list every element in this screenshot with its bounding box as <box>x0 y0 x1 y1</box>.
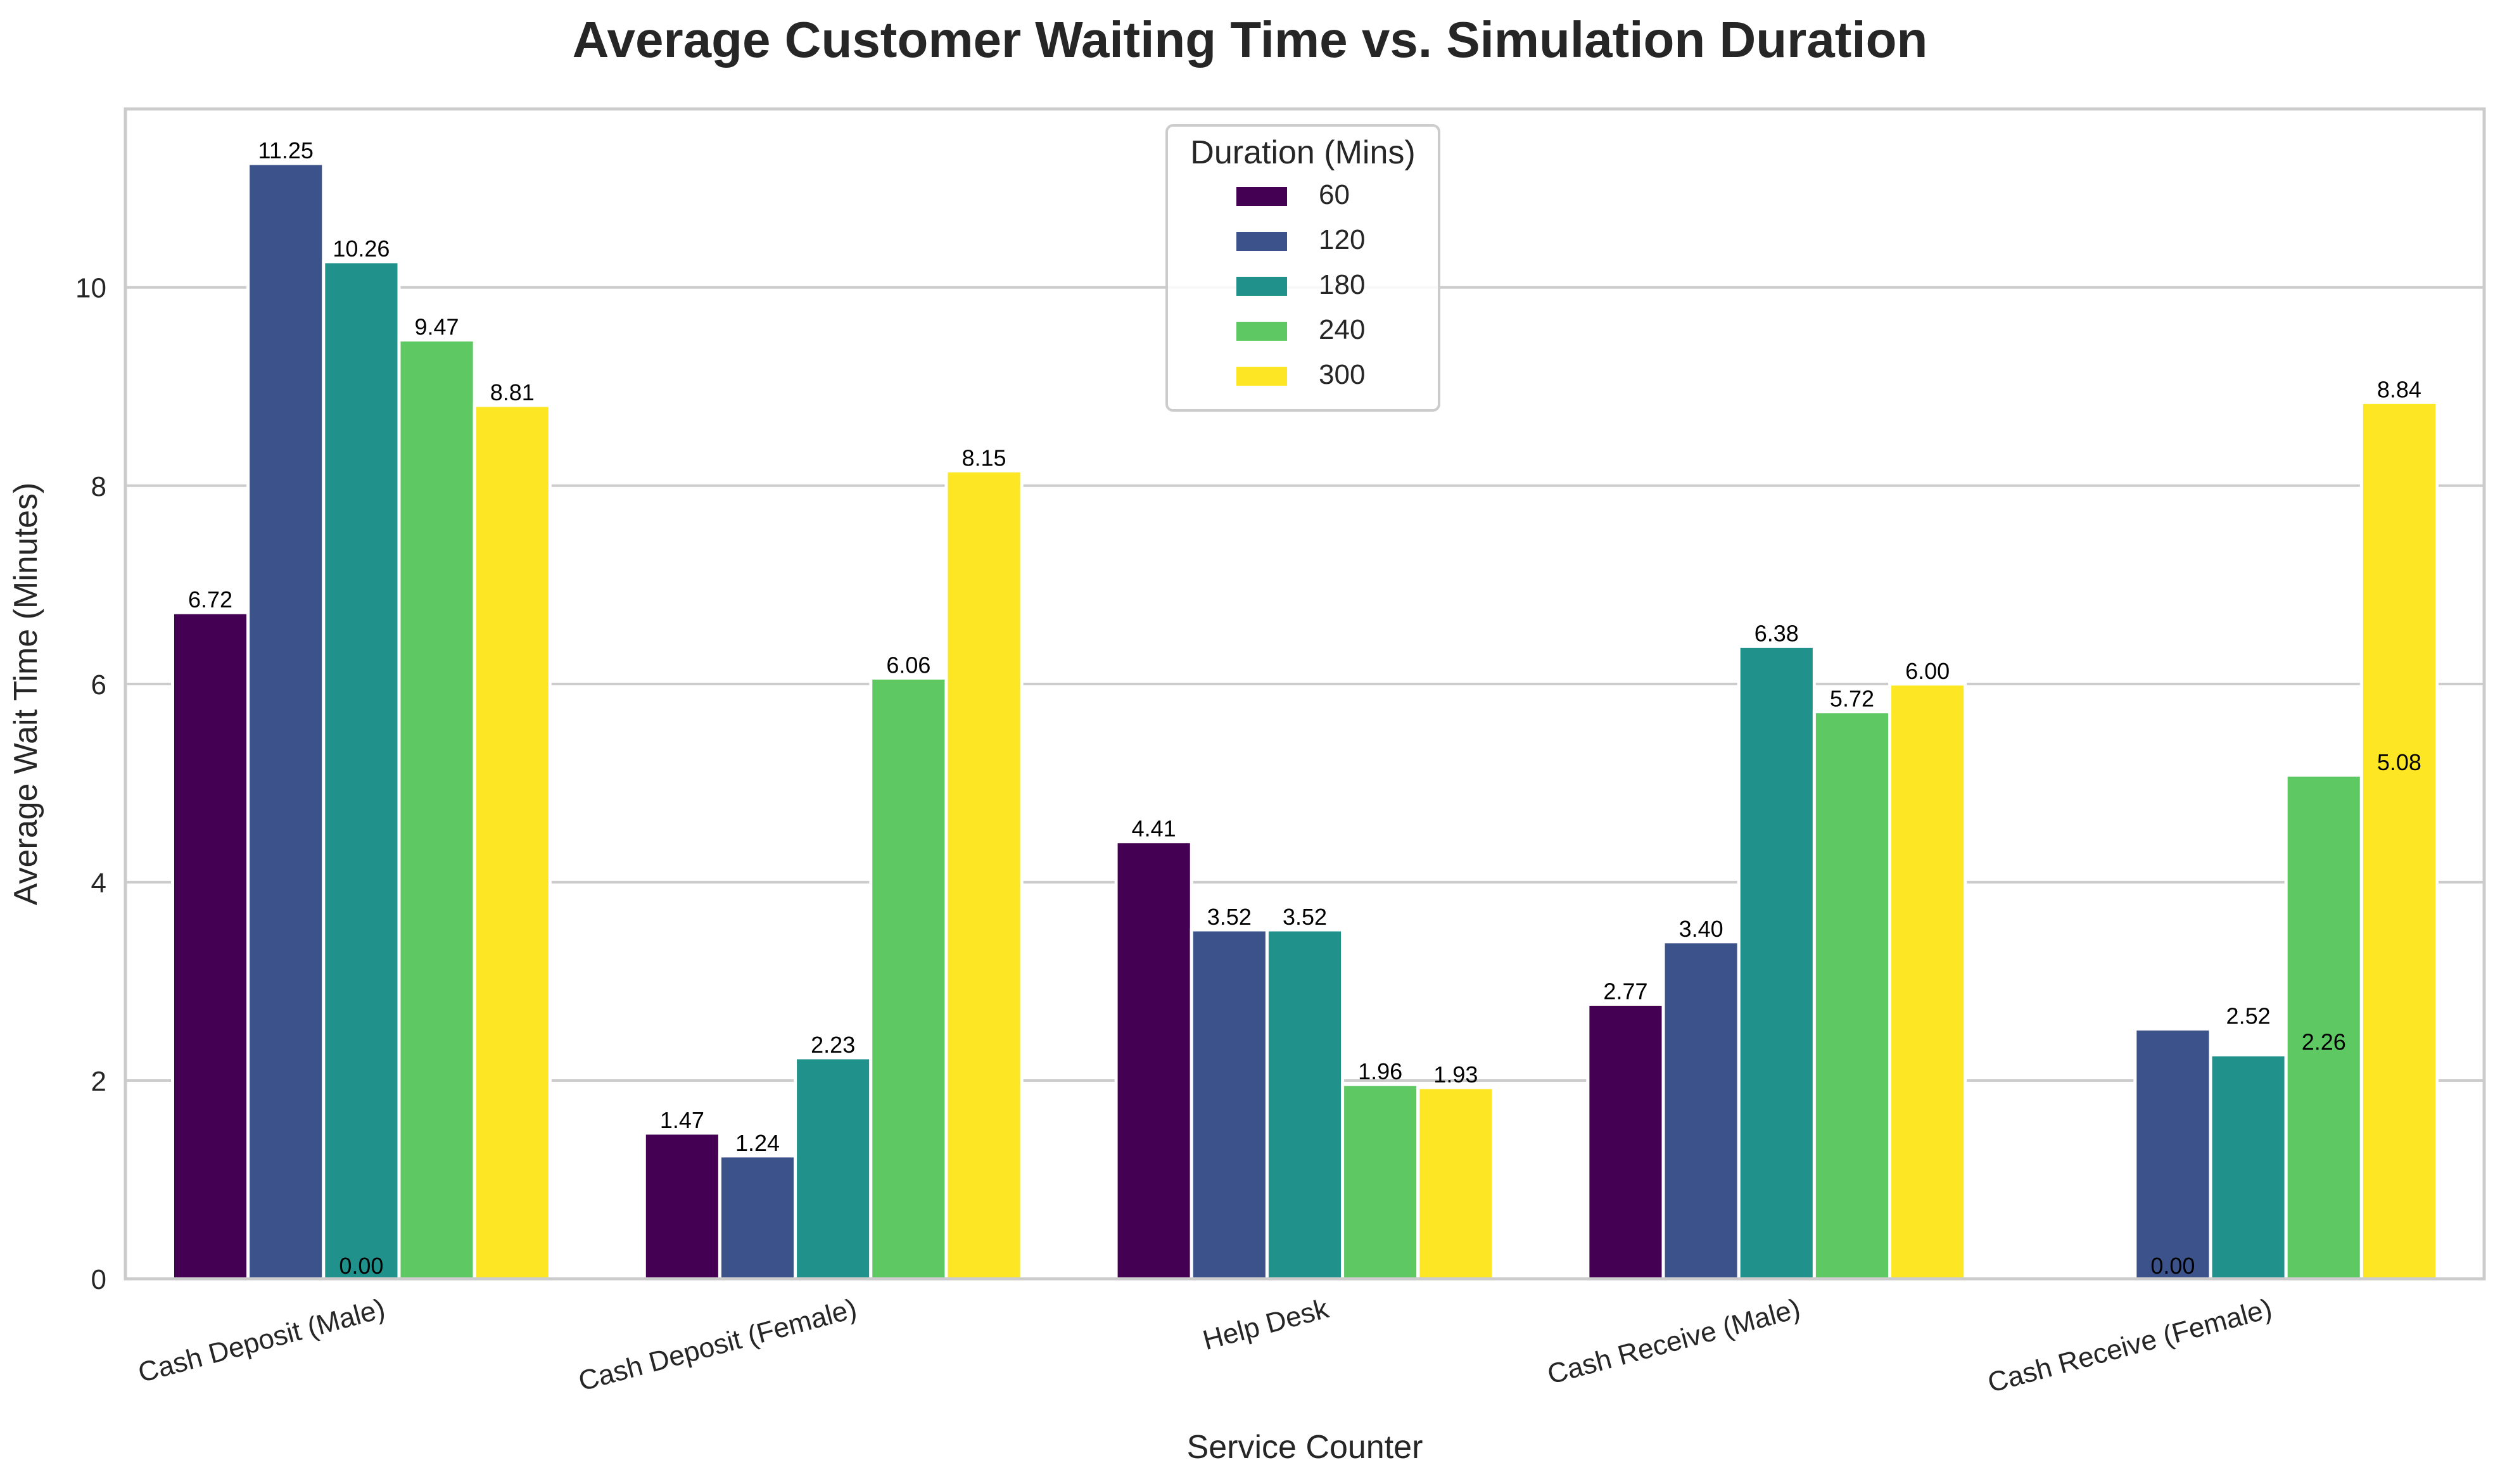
legend-label-180: 180 <box>1319 269 1365 300</box>
data-label: 2.77 <box>1603 978 1647 1004</box>
y-tick-label: 8 <box>91 471 106 502</box>
bar-240-3 <box>1812 710 1892 1281</box>
y-tick-label: 0 <box>91 1264 106 1295</box>
x-axis-title: Service Counter <box>1187 1429 1423 1466</box>
bar-120-2 <box>1190 928 1269 1281</box>
legend-label-240: 240 <box>1319 314 1365 345</box>
data-label: 3.52 <box>1283 904 1327 930</box>
bar-300-2 <box>1416 1086 1495 1281</box>
data-label: 0.00 <box>2150 1253 2195 1279</box>
bar-300-0 <box>473 403 552 1281</box>
bar-180-3 <box>1737 644 1816 1281</box>
bar-180-1 <box>794 1056 873 1281</box>
bar-180-4 <box>2209 1053 2288 1281</box>
plot-frame <box>124 107 2486 1281</box>
data-label: 11.25 <box>258 137 314 163</box>
data-label: 4.41 <box>1132 816 1176 842</box>
data-label: 10.26 <box>333 236 390 262</box>
bar-240-4 <box>2284 773 2363 1281</box>
data-label: 6.38 <box>1754 620 1799 646</box>
bar-60-0 <box>170 611 250 1281</box>
data-label: 2.26 <box>2302 1029 2346 1055</box>
bars <box>170 162 2439 1281</box>
bar-60-2 <box>1114 840 1193 1281</box>
bar-240-2 <box>1341 1082 1420 1281</box>
x-tick-label: Cash Receive (Male) <box>1544 1293 1803 1390</box>
data-label: 2.52 <box>2226 1003 2271 1029</box>
data-label: 1.47 <box>660 1107 704 1133</box>
data-label: 5.08 <box>2377 749 2421 775</box>
bar-240-0 <box>397 338 476 1281</box>
x-tick-label: Cash Deposit (Male) <box>135 1293 388 1388</box>
data-label: 6.00 <box>1905 658 1950 684</box>
data-label: 8.81 <box>490 379 535 405</box>
bar-180-0 <box>322 260 401 1281</box>
legend-label-60: 60 <box>1319 179 1350 210</box>
legend-title: Duration (Mins) <box>1190 134 1415 171</box>
y-tick-label: 4 <box>91 868 106 899</box>
bar-240-1 <box>869 676 948 1281</box>
data-label: 3.40 <box>1679 916 1723 942</box>
x-tick-label: Cash Receive (Female) <box>1984 1293 2275 1398</box>
bar-60-1 <box>642 1131 721 1281</box>
data-label: 1.24 <box>735 1130 780 1156</box>
data-label: 6.06 <box>886 652 930 678</box>
data-label: 5.72 <box>1830 686 1874 712</box>
legend-swatch-240 <box>1236 322 1287 341</box>
data-label: 1.96 <box>1358 1058 1402 1084</box>
legend-swatch-300 <box>1236 367 1287 386</box>
data-label: 2.23 <box>811 1032 855 1058</box>
y-tick-label: 6 <box>91 669 106 701</box>
bar-300-1 <box>944 469 1024 1281</box>
bar-180-2 <box>1265 928 1345 1281</box>
y-tick-label: 2 <box>91 1066 106 1097</box>
chart-title: Average Customer Waiting Time vs. Simula… <box>572 11 1928 68</box>
legend-label-120: 120 <box>1319 224 1365 255</box>
legend-label-300: 300 <box>1319 359 1365 390</box>
legend-swatch-180 <box>1236 277 1287 296</box>
y-axis-title: Average Wait Time (Minutes) <box>8 483 44 906</box>
data-label: 3.52 <box>1207 904 1252 930</box>
bar-300-3 <box>1888 682 1967 1281</box>
bar-120-1 <box>718 1154 797 1281</box>
data-label: 0.00 <box>339 1253 383 1279</box>
x-tick-label: Cash Deposit (Female) <box>575 1293 860 1397</box>
data-label: 1.93 <box>1433 1062 1478 1088</box>
legend-box <box>1165 124 1440 412</box>
legend: Duration (Mins) 60 120 180 240 300 <box>1165 124 1440 412</box>
x-tick-label: Help Desk <box>1200 1293 1333 1356</box>
bar-120-0 <box>246 162 326 1281</box>
data-labels: 6.72 1.47 4.41 2.77 11.25 1.24 3.52 3.40 0.00 10.… <box>188 137 2421 1279</box>
bar-120-4 <box>2133 1027 2212 1281</box>
data-label: 8.84 <box>2377 376 2421 402</box>
legend-swatch-60 <box>1236 187 1287 206</box>
bar-120-3 <box>1661 940 1741 1281</box>
data-label: 6.72 <box>188 587 232 612</box>
legend-swatch-120 <box>1236 232 1287 251</box>
y-tick-label: 10 <box>75 273 106 304</box>
bar-300-4 <box>2359 400 2439 1281</box>
data-label: 8.15 <box>961 445 1006 471</box>
data-label: 9.47 <box>415 314 459 340</box>
bar-60-3 <box>1586 1002 1665 1281</box>
